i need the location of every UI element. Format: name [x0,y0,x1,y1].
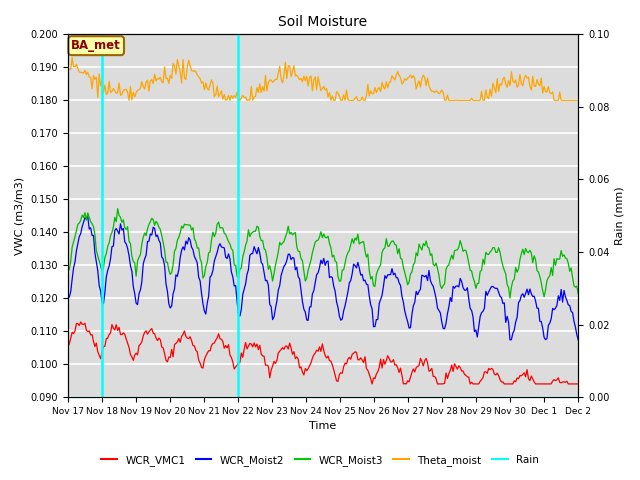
X-axis label: Time: Time [309,421,337,432]
Legend: WCR_VMC1, WCR_Moist2, WCR_Moist3, Theta_moist, Rain: WCR_VMC1, WCR_Moist2, WCR_Moist3, Theta_… [97,451,543,470]
Y-axis label: VWC (m3/m3): VWC (m3/m3) [15,177,25,255]
Text: BA_met: BA_met [71,39,121,52]
Y-axis label: Rain (mm): Rain (mm) [615,186,625,245]
Title: Soil Moisture: Soil Moisture [278,15,367,29]
